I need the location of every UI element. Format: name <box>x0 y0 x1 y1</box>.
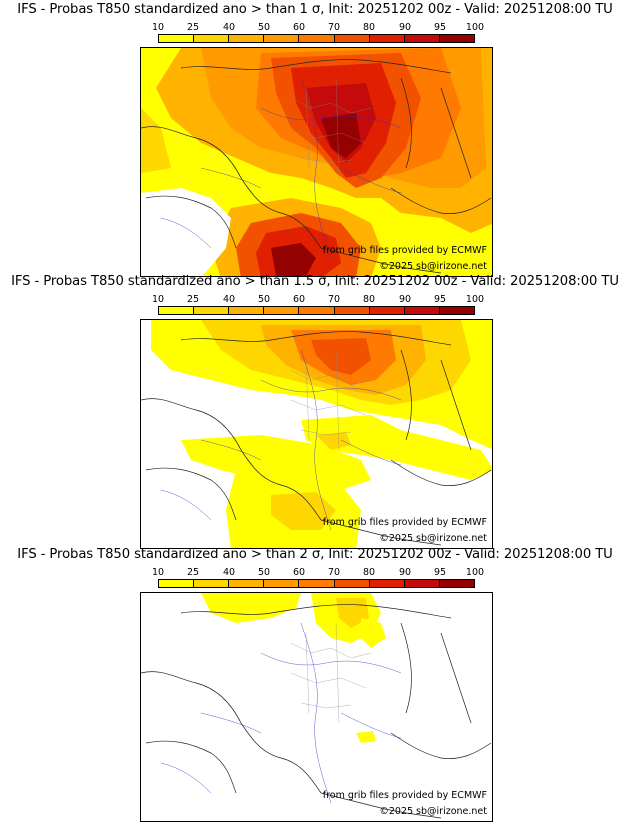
colorbar-segment <box>159 307 195 314</box>
map-graphic <box>141 320 492 548</box>
colorbar-segment <box>229 307 265 314</box>
map-panel-2sigma: IFS - Probas T850 standardized ano > tha… <box>0 545 630 822</box>
colorbar-segment <box>194 35 230 42</box>
colorbar-segment <box>369 580 405 587</box>
legend-label: 10 <box>151 294 165 305</box>
legend-label: 100 <box>465 294 485 305</box>
colorbar-segment <box>439 580 474 587</box>
probability-map: from grib files provided by ECMWF ©2025 … <box>140 319 493 549</box>
colorbar-segment <box>334 35 370 42</box>
legend-label: 80 <box>362 294 376 305</box>
colorbar-segment <box>334 307 370 314</box>
colorbar-segment <box>334 580 370 587</box>
legend-label: 95 <box>433 567 447 578</box>
legend-label: 40 <box>222 567 236 578</box>
legend-label: 70 <box>327 567 341 578</box>
legend-label: 50 <box>257 22 271 33</box>
legend-label: 70 <box>327 22 341 33</box>
colorbar-segment <box>229 580 265 587</box>
legend-label: 95 <box>433 22 447 33</box>
copyright-note: ©2025 sb@irizone.net <box>379 533 487 544</box>
source-note: from grib files provided by ECMWF <box>322 517 487 528</box>
colorbar-segment <box>299 35 335 42</box>
colorbar-segment <box>229 35 265 42</box>
colorbar-segment <box>369 35 405 42</box>
probability-colorbar <box>158 306 475 315</box>
legend-label: 60 <box>292 567 306 578</box>
legend-label: 50 <box>257 294 271 305</box>
legend-label: 25 <box>186 567 200 578</box>
panel-title: IFS - Probas T850 standardized ano > tha… <box>17 547 613 562</box>
panel-title: IFS - Probas T850 standardized ano > tha… <box>17 2 613 17</box>
colorbar-segment <box>439 35 474 42</box>
colorbar-segment <box>159 580 195 587</box>
colorbar-segment <box>194 580 230 587</box>
colorbar-labels: 10 25 40 50 60 70 80 90 95 100 <box>0 22 630 34</box>
map-panel-1sigma: IFS - Probas T850 standardized ano > tha… <box>0 0 630 277</box>
legend-label: 40 <box>222 22 236 33</box>
map-graphic <box>141 593 492 821</box>
colorbar-segment <box>369 307 405 314</box>
map-panel-1-5sigma: IFS - Probas T850 standardized ano > tha… <box>0 272 630 549</box>
legend-label: 50 <box>257 567 271 578</box>
map-graphic <box>141 48 492 276</box>
colorbar-segment <box>264 35 300 42</box>
panel-title: IFS - Probas T850 standardized ano > tha… <box>11 274 619 289</box>
legend-label: 10 <box>151 567 165 578</box>
probability-map: from grib files provided by ECMWF ©2025 … <box>140 47 493 277</box>
colorbar-labels: 10 25 40 50 60 70 80 90 95 100 <box>0 294 630 306</box>
legend-label: 80 <box>362 567 376 578</box>
probability-map: from grib files provided by ECMWF ©2025 … <box>140 592 493 822</box>
colorbar-segment <box>439 307 474 314</box>
legend-label: 95 <box>433 294 447 305</box>
legend-label: 100 <box>465 22 485 33</box>
colorbar-segment <box>264 580 300 587</box>
legend-label: 80 <box>362 22 376 33</box>
colorbar-segment <box>404 307 440 314</box>
colorbar-segment <box>299 307 335 314</box>
legend-label: 25 <box>186 22 200 33</box>
source-note: from grib files provided by ECMWF <box>322 790 487 801</box>
legend-label: 60 <box>292 22 306 33</box>
colorbar-segment <box>299 580 335 587</box>
colorbar-segment <box>264 307 300 314</box>
legend-label: 60 <box>292 294 306 305</box>
probability-colorbar <box>158 579 475 588</box>
legend-label: 10 <box>151 22 165 33</box>
colorbar-segment <box>404 580 440 587</box>
legend-label: 100 <box>465 567 485 578</box>
legend-label: 90 <box>398 22 412 33</box>
legend-label: 70 <box>327 294 341 305</box>
legend-label: 25 <box>186 294 200 305</box>
legend-label: 90 <box>398 567 412 578</box>
source-note: from grib files provided by ECMWF <box>322 245 487 256</box>
copyright-note: ©2025 sb@irizone.net <box>379 261 487 272</box>
colorbar-labels: 10 25 40 50 60 70 80 90 95 100 <box>0 567 630 579</box>
copyright-note: ©2025 sb@irizone.net <box>379 806 487 817</box>
probability-colorbar <box>158 34 475 43</box>
colorbar-segment <box>404 35 440 42</box>
legend-label: 90 <box>398 294 412 305</box>
colorbar-segment <box>159 35 195 42</box>
legend-label: 40 <box>222 294 236 305</box>
colorbar-segment <box>194 307 230 314</box>
